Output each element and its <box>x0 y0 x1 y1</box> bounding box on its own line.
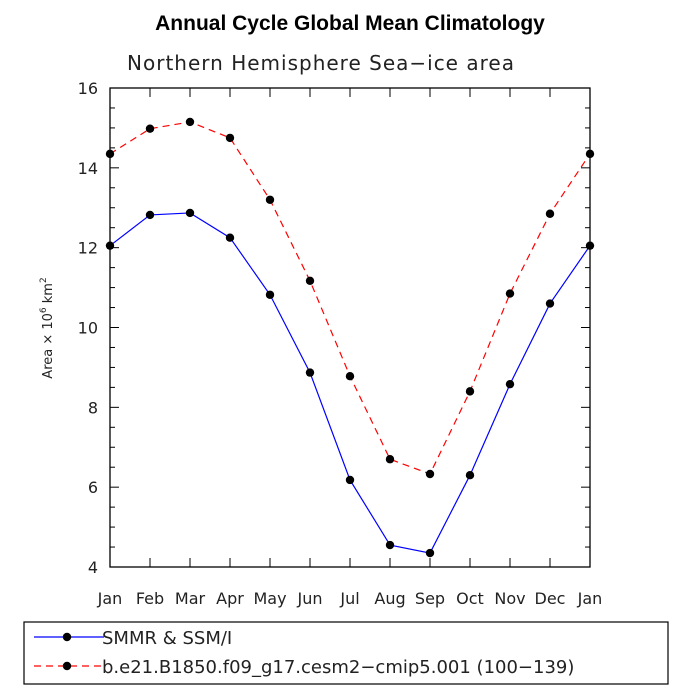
legend-marker-2 <box>62 661 72 671</box>
series-2-point <box>145 124 155 133</box>
series-1-point <box>145 210 155 220</box>
legend-box <box>23 621 669 685</box>
series-1-point <box>505 379 515 389</box>
y-axis-label: Area × 106 km2 <box>39 277 56 378</box>
series-line-1 <box>109 212 591 554</box>
x-tick-labels: Jan Feb Mar Apr May Jun Jul Aug Sep Oct Nov Dec Jan <box>97 589 603 608</box>
y-axis-label-unit: km <box>41 283 56 307</box>
series-1-point <box>225 233 235 242</box>
series-1-point <box>345 475 355 485</box>
x-tick-label: Jan <box>97 589 123 608</box>
x-tick-label: Jun <box>297 589 323 608</box>
legend: SMMR & SSM/I b.e21.B1850.f09_g17.cesm2−cm… <box>23 621 669 685</box>
legend-label-2: b.e21.B1850.f09_g17.cesm2−cmip5.001 (100… <box>102 657 574 678</box>
legend-marker-1 <box>62 632 72 642</box>
y-tick-label: 10 <box>78 319 98 338</box>
series-2-point <box>385 455 395 464</box>
axis-ticks <box>109 87 591 568</box>
y-axis-label-prefix: Area × 10 <box>41 313 56 379</box>
svg-text:Area × 106 km2: Area × 106 km2 <box>39 277 56 378</box>
x-tick-label: Dec <box>535 589 566 608</box>
series-1-point <box>185 208 195 218</box>
x-tick-label: Sep <box>415 589 445 608</box>
series-1-point <box>265 290 275 299</box>
x-tick-label: Aug <box>374 589 405 608</box>
x-tick-label: May <box>253 589 286 608</box>
y-tick-label: 4 <box>88 558 98 577</box>
x-tick-label: Feb <box>136 589 164 608</box>
series-2-point <box>505 289 515 298</box>
series-2-point <box>345 371 355 381</box>
series-1-point <box>465 470 475 480</box>
chart-title: Annual Cycle Global Mean Climatology <box>155 12 545 35</box>
y-axis-label-exp1: 6 <box>39 307 49 313</box>
x-tick-label: Oct <box>456 589 484 608</box>
series-2-point <box>185 117 195 127</box>
series-2-point <box>545 209 555 218</box>
series-2-point <box>265 195 275 204</box>
x-tick-label: Jul <box>339 589 359 608</box>
series-2-point <box>425 469 435 479</box>
x-tick-label: Apr <box>216 589 244 608</box>
series-layer <box>105 117 595 558</box>
series-1-point <box>545 299 555 308</box>
series-line-2 <box>109 121 591 475</box>
series-2-point <box>225 133 235 143</box>
x-tick-label: Mar <box>175 589 206 608</box>
x-tick-label: Jan <box>577 589 603 608</box>
plot-frame <box>109 87 591 568</box>
series-2-point <box>465 387 475 396</box>
series-1-point <box>305 368 315 377</box>
series-1-point <box>385 540 395 550</box>
series-2-point <box>305 276 315 285</box>
x-tick-label: Nov <box>494 589 525 608</box>
y-tick-labels: 4 6 8 10 12 14 16 <box>78 79 98 577</box>
chart-subtitle: Northern Hemisphere Sea−ice area <box>127 51 515 75</box>
y-tick-label: 14 <box>78 159 98 178</box>
legend-label-1: SMMR & SSM/I <box>102 628 232 649</box>
y-tick-label: 6 <box>88 478 98 497</box>
y-tick-label: 16 <box>78 79 98 98</box>
y-tick-label: 8 <box>88 398 98 417</box>
y-tick-label: 12 <box>78 239 98 258</box>
series-1-point <box>425 548 435 558</box>
y-axis-label-exp2: 2 <box>39 277 49 283</box>
